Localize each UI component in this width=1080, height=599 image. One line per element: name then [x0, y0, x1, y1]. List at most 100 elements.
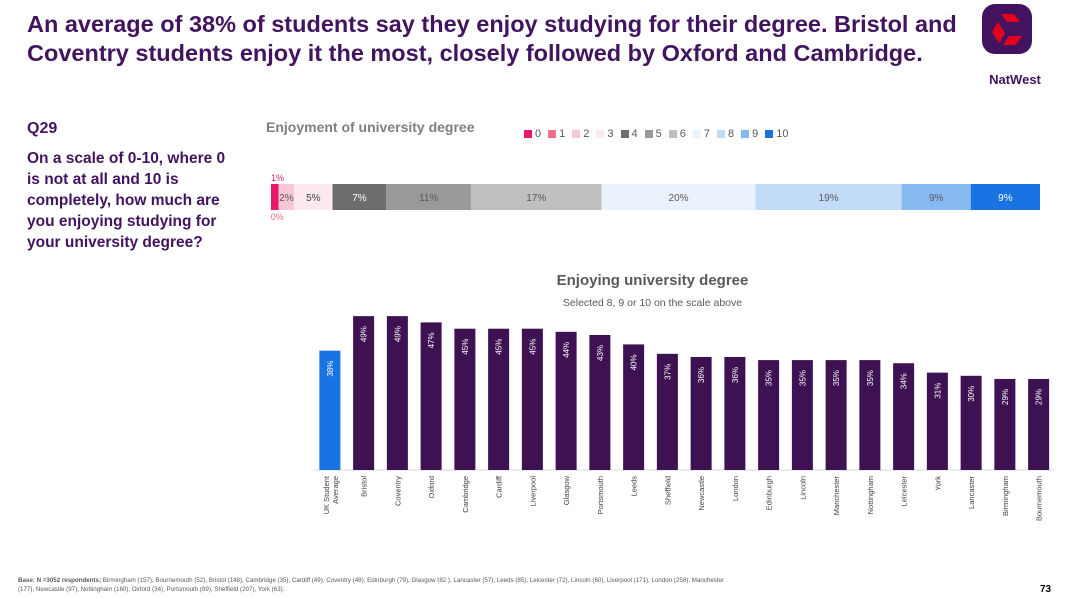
category-label: York [933, 476, 942, 491]
bar-nottingham [859, 360, 881, 470]
bar-coventry [386, 316, 408, 470]
legend-item-1: 1 [548, 128, 565, 140]
legend-label: 8 [728, 128, 735, 140]
base-text: Birmingham (157), Bournemouth (52), Bris… [18, 577, 725, 593]
category-label: Sheffield [663, 476, 672, 505]
segment-label: 2% [279, 193, 294, 204]
segment-5 [386, 184, 471, 210]
data-label: 31% [933, 383, 942, 399]
segment-label: 7% [352, 193, 367, 204]
segment-8 [755, 184, 902, 210]
data-label: 36% [697, 367, 706, 383]
category-label: Cambridge [461, 476, 470, 513]
data-label: 49% [393, 326, 402, 342]
legend-item-4: 4 [620, 128, 638, 140]
segment-9 [901, 184, 971, 210]
legend-item-3: 3 [596, 128, 614, 140]
segment-7 [601, 184, 756, 210]
legend-swatch [644, 130, 653, 138]
category-label: UK StudentAverage [322, 475, 340, 514]
category-label: Nottingham [866, 476, 875, 514]
segment-0 [271, 184, 279, 210]
legend-label: 0 [535, 128, 542, 140]
bar-edinburgh [758, 360, 780, 470]
legend-item-6: 6 [668, 128, 686, 140]
legend-swatch [548, 130, 557, 138]
segment-label: 20% [669, 193, 689, 204]
category-label: Portsmouth [596, 476, 605, 514]
segment-label: 11% [419, 193, 438, 204]
data-label: 47% [427, 332, 436, 348]
bar-chart-title: Enjoying university degree [556, 272, 749, 289]
legend-swatch [741, 130, 750, 138]
bar-birmingham [994, 378, 1016, 470]
legend-item-0: 0 [524, 128, 541, 140]
legend-swatch [572, 130, 581, 138]
segment-3 [294, 184, 333, 210]
segment-2 [278, 184, 295, 210]
bar-newcastle [690, 356, 712, 470]
category-label: Oxford [427, 476, 436, 499]
legend-swatch [692, 130, 701, 138]
category-label: Birmingham [1001, 476, 1010, 516]
legend-label: 9 [752, 128, 759, 140]
bar-leicester [893, 363, 915, 470]
category-label: Leeds [630, 476, 639, 497]
legend-swatch [717, 130, 725, 138]
bar-cardiff [488, 328, 510, 470]
data-label: 36% [731, 367, 740, 383]
legend-item-8: 8 [717, 128, 734, 140]
base-note: Base: N =3052 respondents; Birmingham (1… [18, 576, 738, 594]
data-label: 45% [495, 339, 504, 355]
segment-label: 5% [306, 193, 321, 204]
data-label: 35% [866, 370, 875, 386]
legend: 0 1 2 3 4 5 6 7 8 9 10 [524, 128, 789, 140]
segment-6 [470, 184, 602, 210]
bar-london [724, 356, 746, 470]
legend-label: 10 [776, 128, 789, 140]
data-label: 38% [326, 361, 335, 377]
bar-manchester [825, 360, 847, 470]
bar-portsmouth [589, 334, 611, 470]
bar-sheffield [656, 353, 678, 470]
segment-label: 1% [271, 173, 284, 183]
logo-text: NatWest [989, 72, 1041, 87]
data-label: 45% [461, 339, 470, 355]
segment-4 [332, 184, 387, 210]
legend-swatch [620, 130, 629, 138]
legend-swatch [596, 130, 605, 138]
data-label: 37% [663, 364, 672, 380]
segment-10 [970, 184, 1040, 210]
data-label: 29% [1001, 389, 1010, 405]
data-label: 43% [596, 345, 605, 361]
bar-liverpool [521, 328, 543, 470]
segment-label: 9% [998, 193, 1013, 204]
legend-swatch [765, 130, 774, 138]
question-number: Q29 [27, 120, 58, 137]
data-label: 29% [1035, 389, 1044, 405]
data-label: 30% [967, 386, 976, 402]
legend-item-7: 7 [692, 128, 710, 140]
category-label: Liverpool [528, 476, 537, 507]
slide-title: An average of 38% of students say they e… [27, 11, 957, 66]
bar-bristol [353, 316, 375, 470]
segment-label: 17% [526, 193, 546, 204]
legend-label: 3 [607, 128, 614, 140]
legend-item-10: 10 [765, 128, 789, 140]
segment-label: 0% [271, 212, 284, 222]
data-label: 49% [360, 326, 369, 342]
bar-york [926, 372, 948, 470]
legend-label: 1 [559, 128, 566, 140]
bar-chart-subtitle: Selected 8, 9 or 10 on the scale above [562, 297, 743, 309]
page-number: 73 [1040, 584, 1052, 595]
segment-label: 19% [819, 193, 839, 204]
legend-label: 7 [703, 128, 710, 140]
data-label: 35% [798, 370, 807, 386]
category-label: London [731, 476, 740, 501]
data-label: 44% [562, 342, 571, 358]
category-label: Bournemouth [1035, 476, 1044, 521]
natwest-logo [982, 4, 1032, 54]
legend-item-9: 9 [741, 128, 758, 140]
legend-label: 2 [583, 128, 590, 140]
category-label: Lancaster [967, 475, 976, 508]
